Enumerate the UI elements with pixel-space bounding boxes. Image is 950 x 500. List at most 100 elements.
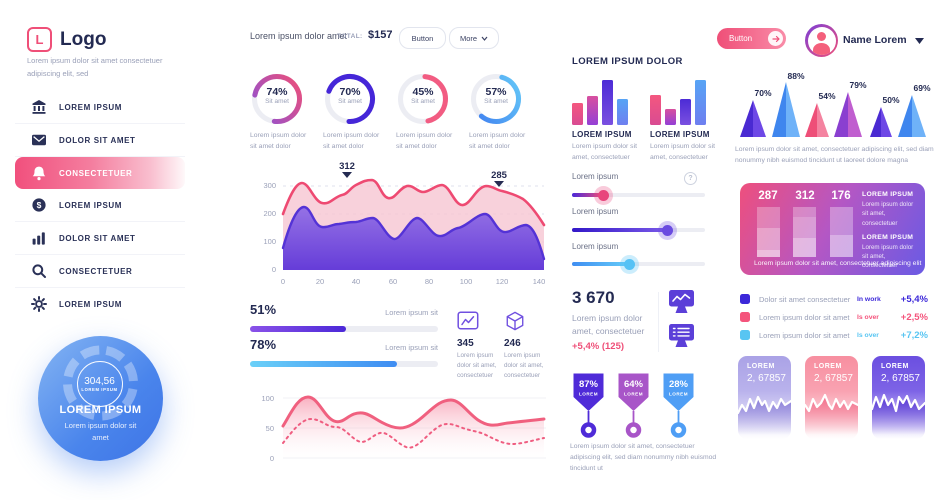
legend-label: Lorem ipsum dolor sit amet (759, 313, 850, 322)
mini-card-1: LOREM 2, 67857 (738, 356, 791, 439)
gauge-subtitle: Lorem ipsum dolor sit amet (64, 421, 137, 442)
card-col-value-1: 287 (758, 190, 778, 202)
legend-value: +5,4% (900, 294, 928, 305)
y-tick: 300 (263, 181, 276, 190)
legend-status: Is over (857, 313, 879, 321)
progress-label-2: Lorem ipsum sit (385, 343, 438, 352)
section-title: Lorem ipsum dolor amet (250, 31, 348, 41)
stat-value: 246 (504, 338, 521, 349)
mini-bar-chart-2 (650, 80, 706, 125)
monitor-list-icon (669, 324, 694, 347)
mini-card-value: 2, 67857 (814, 373, 853, 384)
legend-swatch (740, 330, 750, 340)
legend-swatch (740, 294, 750, 304)
avatar[interactable] (805, 24, 838, 57)
x-tick: 80 (424, 277, 434, 286)
donut-chart-3: 45% Sit amet Lorem ipsum dolor sit amet … (396, 72, 460, 152)
sidebar-item-label: CONSECTETUER (59, 266, 133, 276)
sidebar-item-label: CONSECTETUER (59, 168, 133, 178)
slider-track-3[interactable] (572, 262, 705, 266)
slider-handle-2[interactable] (662, 224, 673, 236)
gauge-ring (63, 345, 138, 421)
card-bar-1 (757, 207, 780, 257)
logo[interactable]: L Logo (27, 27, 106, 52)
sidebar-item-lorem-ipsum-1[interactable]: LOREM IPSUM (15, 91, 185, 124)
sidebar-item-dolor-sit-amet-2[interactable]: DOLOR SIT AMET (15, 222, 185, 255)
progress-bar-1 (250, 326, 438, 332)
card-col-value-2: 312 (795, 190, 815, 202)
gauge-value-circle: 304,56 LOREM IPSUM (76, 361, 123, 407)
marker-pct: 28% (669, 379, 689, 390)
sidebar-menu: LOREM IPSUM DOLOR SIT AMET CONSECTETUER … (15, 91, 185, 320)
x-tick: 140 (532, 277, 546, 286)
vertical-divider (658, 292, 659, 352)
button-pill-label: Button (411, 33, 434, 43)
marker-pct: 87% (579, 379, 599, 390)
card-col-value-3: 176 (831, 190, 851, 202)
x-tick: 100 (459, 277, 473, 286)
sidebar-item-dolor-sit-amet-1[interactable]: DOLOR SIT AMET (15, 124, 185, 157)
marker-label: LOREM (669, 392, 688, 397)
sidebar-item-lorem-ipsum-2[interactable]: $ LOREM IPSUM (15, 189, 185, 222)
pyramid-pct: 50% (882, 95, 899, 105)
bell-icon (31, 165, 47, 181)
slider-track-1[interactable] (572, 193, 705, 197)
donut-pct: 70% (339, 86, 361, 98)
bar-chart-icon (31, 230, 47, 246)
pyramid-pct: 54% (818, 91, 835, 101)
mid-heading: LOREM IPSUM DOLOR (572, 56, 683, 67)
sidebar-item-consectetuer-active[interactable]: CONSECTETUER (15, 157, 185, 189)
legend-row-3: Lorem ipsum dolor sit amet Is over +7,2% (740, 330, 928, 343)
slider-track-2[interactable] (572, 228, 705, 232)
markers-caption: Lorem ipsum dolor sit amet, consectetuer… (570, 443, 717, 472)
legend-label: Dolor sit amet consectetuer (759, 295, 851, 304)
legend-status: Is over (857, 331, 879, 339)
button-pill[interactable]: Button (399, 27, 446, 49)
mini-bar-title-2: LOREM IPSUM (650, 130, 710, 139)
donut-caption: Lorem ipsum dolor sit amet dolor (323, 132, 380, 150)
sidebar-item-label: DOLOR SIT AMET (59, 135, 136, 145)
more-dropdown[interactable]: More (449, 27, 499, 49)
arrow-right-icon (768, 31, 783, 46)
cta-label: Button (729, 34, 753, 43)
dollar-icon: $ (31, 197, 47, 213)
y-tick: 200 (263, 209, 276, 218)
avatar-head (817, 31, 826, 41)
donut-pct: 45% (412, 86, 434, 98)
sidebar-item-label: LOREM IPSUM (59, 299, 123, 309)
sidebar-description: Lorem ipsum dolor sit amet consectetuer … (27, 56, 163, 78)
big-stat-value: 3 670 (572, 288, 615, 307)
search-icon (31, 263, 47, 279)
donut-caption: Lorem ipsum dolor sit amet dolor (396, 132, 453, 150)
mini-bar-title-1: LOREM IPSUM (572, 130, 632, 139)
line-chart-icon (457, 311, 479, 330)
total-value: $157 (368, 29, 393, 41)
legend-status: In work (857, 295, 881, 303)
mini-card-sparkline (738, 395, 791, 439)
mini-card-sparkline (805, 393, 858, 439)
sidebar-item-consectetuer-2[interactable]: CONSECTETUER (15, 255, 185, 288)
main-area-chart: 312 285 (281, 161, 546, 270)
caret-down-icon[interactable] (915, 38, 924, 44)
sidebar-item-lorem-ipsum-3[interactable]: LOREM IPSUM (15, 288, 185, 320)
donut-label: Sit amet (411, 98, 435, 105)
mini-card-3: LOREM 2, 67857 (872, 356, 925, 439)
help-icon[interactable]: ? (684, 172, 697, 185)
card-section-caption-1: Lorem ipsum dolor sit amet, consectetuer (862, 201, 914, 227)
chevron-down-icon (481, 36, 488, 41)
slider-handle-3[interactable] (624, 258, 635, 270)
pyramid-pct: 88% (787, 71, 804, 81)
slider-handle-1[interactable] (598, 189, 609, 201)
marker-badge-2: 64% LOREM (618, 373, 649, 438)
mini-card-2: LOREM 2, 67857 (805, 356, 858, 439)
mini-bar-chart-1 (572, 80, 628, 125)
user-name[interactable]: Name Lorem (843, 34, 907, 46)
legend-row-2: Lorem ipsum dolor sit amet Is over +2,5% (740, 312, 928, 325)
legend-swatch (740, 312, 750, 322)
y-tick: 0 (269, 454, 274, 463)
pyramid-chart: 70% 88% 54% 79% 50% 69% (740, 71, 931, 137)
progress-label-1: Lorem ipsum sit (385, 308, 438, 317)
cta-button[interactable]: Button (717, 28, 786, 49)
gear-icon (31, 296, 47, 312)
stat-value: 345 (457, 338, 474, 349)
